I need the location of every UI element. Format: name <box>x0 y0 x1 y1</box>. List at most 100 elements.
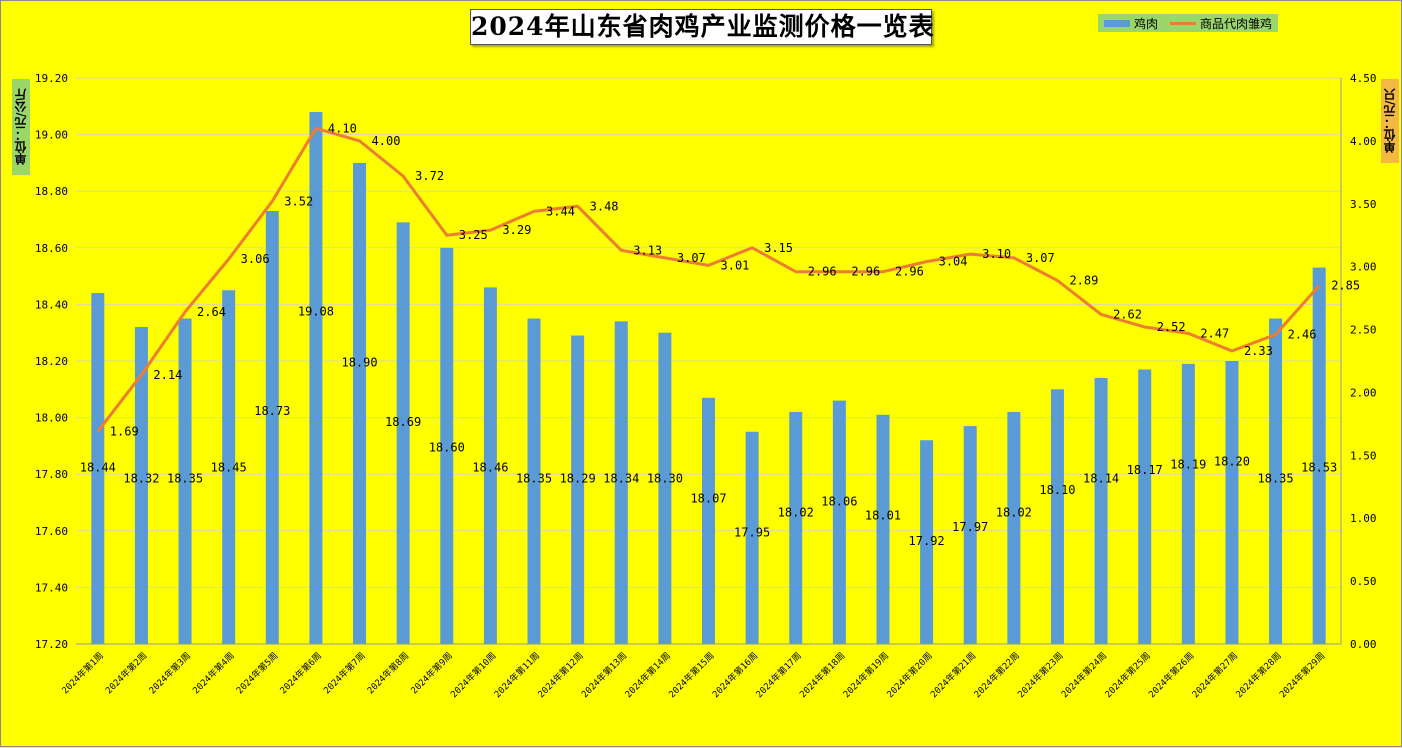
legend: 鸡肉 商品代肉雏鸡 <box>1098 14 1279 32</box>
bar <box>1007 411 1021 644</box>
line-data-label: 3.07 <box>1026 251 1055 265</box>
bar-data-label: 18.17 <box>1127 463 1163 477</box>
line-data-label: 3.72 <box>415 169 444 183</box>
legend-line-label: 商品代肉雏鸡 <box>1200 16 1273 31</box>
line-series-chick <box>96 126 1321 433</box>
legend-bar-label: 鸡肉 <box>1134 16 1159 31</box>
bar-data-label: 18.44 <box>80 460 116 474</box>
bar-data-label: 18.19 <box>1170 458 1206 472</box>
right-tick-label: 0.00 <box>1350 638 1377 651</box>
bar <box>1225 361 1239 644</box>
legend-line-swatch <box>1170 21 1197 25</box>
bar <box>527 318 541 644</box>
line-data-label: 2.96 <box>895 265 924 279</box>
line-data-label: 2.96 <box>851 265 880 279</box>
bar-data-label: 18.34 <box>603 472 639 486</box>
bar-data-label: 18.69 <box>385 415 421 429</box>
bar-data-label: 18.35 <box>167 472 203 486</box>
line-data-label: 2.14 <box>153 368 182 382</box>
x-category-label: 2024年第18周 <box>797 650 848 701</box>
x-category-label: 2024年第19周 <box>841 650 892 701</box>
line-data-label: 3.06 <box>241 252 270 266</box>
bar-data-label: 18.73 <box>254 404 290 418</box>
bar <box>1138 369 1152 644</box>
bar <box>353 162 367 644</box>
x-category-label: 2024年第26周 <box>1146 650 1197 701</box>
line-data-label: 4.10 <box>328 121 357 135</box>
bar <box>265 211 279 644</box>
bar <box>309 111 323 644</box>
bar-data-label: 19.08 <box>298 305 334 319</box>
bar <box>571 335 585 644</box>
line-data-label: 2.46 <box>1288 328 1317 342</box>
x-category-label: 2024年第20周 <box>884 650 935 701</box>
bar-data-label: 18.14 <box>1083 472 1119 486</box>
left-tick-label: 19.20 <box>35 72 68 85</box>
chart-title: 2024年山东省肉鸡产业监测价格一览表 <box>470 9 934 45</box>
left-tick-label: 18.60 <box>35 242 68 255</box>
bar-data-label: 18.35 <box>516 472 552 486</box>
x-category-label: 2024年第28周 <box>1233 650 1284 701</box>
bar-data-label: 17.97 <box>952 520 988 534</box>
bar-data-label: 18.20 <box>1214 455 1250 469</box>
right-tick-label: 2.50 <box>1350 324 1377 337</box>
line-data-label: 3.01 <box>721 258 750 272</box>
line-data-label: 3.13 <box>633 243 662 257</box>
x-category-label: 2024年第12周 <box>535 650 586 701</box>
bar <box>483 287 497 644</box>
line-data-label: 3.44 <box>546 204 575 218</box>
bar <box>1094 377 1108 644</box>
x-category-label: 2024年第11周 <box>492 650 543 701</box>
bar-data-label: 18.10 <box>1039 483 1075 497</box>
bar-data-label: 18.60 <box>429 441 465 455</box>
bar <box>440 247 454 645</box>
bar-data-label: 18.02 <box>778 506 814 520</box>
left-tick-label: 18.40 <box>35 298 68 311</box>
line-data-label: 3.10 <box>982 247 1011 261</box>
x-category-label: 2024年第6周 <box>277 650 324 697</box>
line-data-label: 2.62 <box>1113 307 1142 321</box>
bar <box>222 290 236 644</box>
line-data-label: 3.04 <box>939 255 968 269</box>
bar-data-label: 18.06 <box>821 494 857 508</box>
x-category-label: 2024年第17周 <box>753 650 804 701</box>
x-category-label: 2024年第27周 <box>1190 650 1241 701</box>
x-category-label: 2024年第2周 <box>103 650 150 697</box>
left-tick-label: 18.80 <box>35 185 68 198</box>
bar <box>920 440 934 644</box>
bar-data-label: 17.95 <box>734 525 770 539</box>
line-data-label: 2.52 <box>1157 320 1186 334</box>
x-category-label: 2024年第16周 <box>710 650 761 701</box>
x-category-label: 2024年第8周 <box>365 650 412 697</box>
right-tick-label: 4.50 <box>1350 72 1377 85</box>
x-category-label: 2024年第5周 <box>234 650 281 697</box>
x-category-label: 2024年第9周 <box>408 650 455 697</box>
bar <box>1312 267 1326 644</box>
left-tick-label: 19.00 <box>35 129 68 142</box>
right-tick-label: 1.50 <box>1350 449 1377 462</box>
x-category-label: 2024年第15周 <box>666 650 717 701</box>
bar-data-label: 18.45 <box>211 460 247 474</box>
line-data-label: 2.89 <box>1069 274 1098 288</box>
x-category-label: 2024年第21周 <box>928 650 979 701</box>
line-data-label: 2.33 <box>1244 344 1273 358</box>
bar-data-label: 18.29 <box>560 472 596 486</box>
left-tick-label: 17.80 <box>35 468 68 481</box>
bar <box>178 318 192 644</box>
bar-data-label: 18.35 <box>1258 472 1294 486</box>
x-category-label: 2024年第29周 <box>1277 650 1328 701</box>
bar-data-label: 17.92 <box>909 534 945 548</box>
x-category-label: 2024年第13周 <box>579 650 630 701</box>
left-tick-label: 18.20 <box>35 355 68 368</box>
bar-data-label: 18.32 <box>123 472 159 486</box>
right-tick-label: 3.00 <box>1350 261 1377 274</box>
line-data-label: 3.48 <box>590 199 619 213</box>
line-data-label: 2.47 <box>1200 326 1229 340</box>
x-category-label: 2024年第23周 <box>1015 650 1066 701</box>
x-category-label: 2024年第10周 <box>448 650 499 701</box>
bar-data-label: 18.30 <box>647 472 683 486</box>
bar-data-label: 18.01 <box>865 508 901 522</box>
bar <box>832 400 846 644</box>
bar-data-label: 18.02 <box>996 506 1032 520</box>
